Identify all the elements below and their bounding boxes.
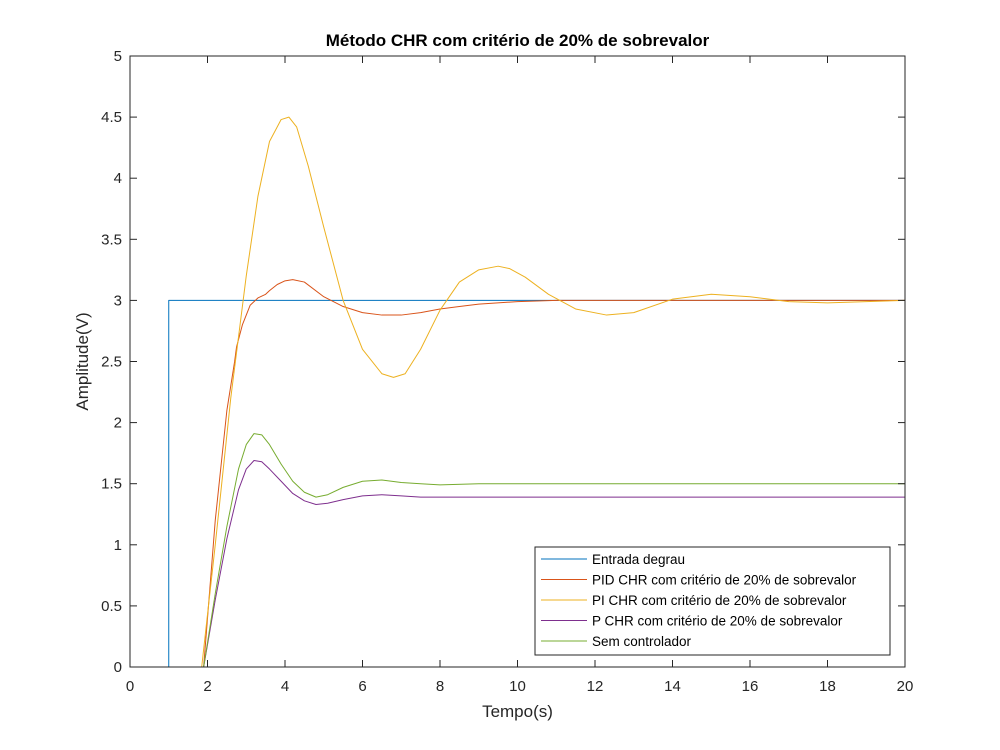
y-tick-label: 0.5 (101, 598, 122, 615)
x-tick-label: 4 (281, 678, 289, 695)
x-tick-label: 10 (509, 678, 526, 695)
y-tick-label: 1 (114, 537, 122, 554)
x-tick-label: 20 (897, 678, 914, 695)
y-tick-label: 1.5 (101, 476, 122, 493)
y-tick-label: 4 (114, 170, 122, 187)
x-tick-label: 18 (819, 678, 836, 695)
y-axis-label: Amplitude(V) (73, 312, 92, 410)
y-tick-label: 2 (114, 415, 122, 432)
y-tick-label: 4.5 (101, 109, 122, 126)
y-tick-label: 3.5 (101, 231, 122, 248)
x-tick-label: 6 (358, 678, 366, 695)
legend-entry-label: Sem controlador (592, 634, 692, 649)
y-tick-label: 0 (114, 659, 122, 676)
x-tick-label: 14 (664, 678, 681, 695)
legend: Entrada degrau PID CHR com critério de 20… (534, 546, 891, 656)
y-tick-label: 3 (114, 292, 122, 309)
x-tick-label: 0 (126, 678, 134, 695)
x-tick-label: 12 (587, 678, 604, 695)
x-tick-label: 16 (742, 678, 759, 695)
x-tick-label: 8 (436, 678, 444, 695)
series-line-3 (130, 116, 906, 668)
x-axis-label: Tempo(s) (482, 702, 553, 721)
y-tick-label: 5 (114, 48, 122, 65)
series-line-5 (130, 433, 905, 668)
y-tick-label: 2.5 (101, 354, 122, 371)
legend-box (534, 546, 891, 656)
chart-title: Método CHR com critério de 20% de sobrev… (326, 31, 710, 50)
legend-entry-label: Entrada degrau (592, 552, 685, 567)
axes-layer: 0 2 4 6 8 10 12 14 16 18 20 0 0.5 1 1.5 2 2.5 3 3.5 4 4.5 5 (101, 48, 913, 695)
legend-entry-label: PID CHR com critério de 20% de sobrevalo… (592, 573, 857, 588)
x-tick-label: 2 (203, 678, 211, 695)
legend-entry-label: PI CHR com critério de 20% de sobrevalor (592, 593, 847, 608)
series-line-4 (130, 459, 905, 668)
legend-entry-label: P CHR com critério de 20% de sobrevalor (592, 614, 843, 629)
series-line-2 (130, 279, 905, 668)
